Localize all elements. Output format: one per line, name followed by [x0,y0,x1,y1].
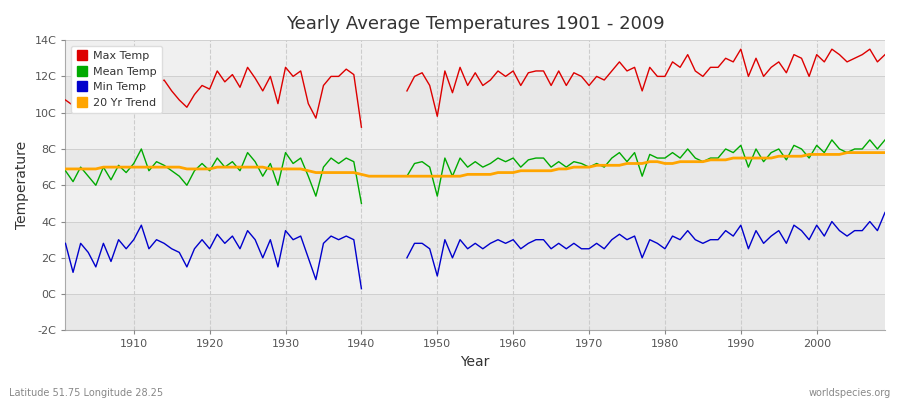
Bar [66,113,885,149]
Bar [66,40,885,76]
Text: Latitude 51.75 Longitude 28.25: Latitude 51.75 Longitude 28.25 [9,388,163,398]
Bar [66,149,885,185]
Bar [66,76,885,113]
Bar [66,258,885,294]
Bar [66,222,885,258]
Text: worldspecies.org: worldspecies.org [809,388,891,398]
Title: Yearly Average Temperatures 1901 - 2009: Yearly Average Temperatures 1901 - 2009 [286,15,664,33]
Legend: Max Temp, Mean Temp, Min Temp, 20 Yr Trend: Max Temp, Mean Temp, Min Temp, 20 Yr Tre… [71,46,162,114]
Bar [66,294,885,330]
Y-axis label: Temperature: Temperature [15,141,29,229]
Bar [66,185,885,222]
X-axis label: Year: Year [461,355,490,369]
